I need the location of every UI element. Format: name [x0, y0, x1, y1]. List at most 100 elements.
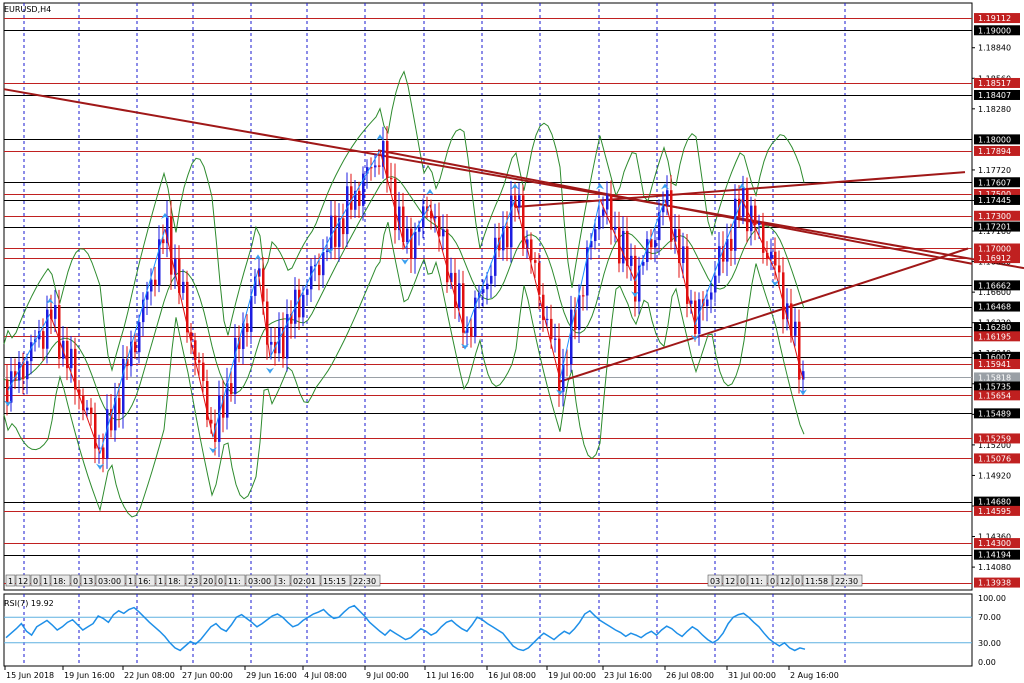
session-tag-box — [165, 574, 186, 587]
bear-candle — [574, 309, 577, 330]
chart-title: EURUSD,H4 — [4, 5, 51, 14]
session-tag-label: 12 — [725, 577, 735, 586]
zigzag-down-segment — [49, 313, 101, 454]
level-price-box — [974, 359, 1020, 370]
session-tag-box — [747, 574, 768, 587]
zigzag-up-segment — [634, 199, 666, 282]
price-axis: 1.188401.185601.182801.177201.174401.171… — [972, 13, 1020, 588]
main-frame — [3, 2, 973, 591]
bear-candle — [74, 348, 77, 390]
bear-candle — [394, 178, 397, 231]
bull-candle — [374, 165, 377, 168]
session-tag-label: 03 — [710, 577, 720, 586]
bear-candle — [22, 362, 25, 380]
time-label: 11 Jul 16:00 — [426, 671, 474, 680]
bull-candle — [258, 268, 261, 277]
bull-candle — [630, 255, 633, 266]
zigzag-down-segment — [774, 270, 804, 380]
level-price-label: 1.15489 — [978, 409, 1011, 418]
fractal-up-arrow — [661, 183, 669, 190]
bull-candle — [38, 331, 41, 340]
session-tag-box — [200, 574, 216, 587]
level-price-label: 1.16662 — [978, 281, 1011, 290]
bull-candle — [146, 291, 149, 300]
level-price-box — [974, 433, 1020, 444]
session-tag-label: 1 — [8, 577, 13, 586]
session-tag-label: 11:58 — [805, 577, 828, 586]
level-price-box — [974, 301, 1020, 312]
bear-candle — [730, 238, 733, 251]
rsi-level-label: 30.00 — [978, 639, 1001, 648]
bull-candle — [234, 337, 237, 395]
rsi-line — [5, 604, 806, 652]
fractal-down-arrow — [326, 247, 334, 254]
session-tag-label: 11: — [750, 577, 763, 586]
rsi-level-label: 70.00 — [978, 613, 1001, 622]
bull-candle — [418, 227, 421, 232]
session-tag-label: 0 — [73, 577, 78, 586]
bull-candle — [122, 358, 125, 414]
bear-candle — [170, 215, 173, 275]
rsi-level-label: 100.00 — [978, 594, 1006, 603]
fractal-down-arrow — [401, 258, 409, 265]
zigzag-down-segment — [429, 204, 466, 334]
bull-candle — [302, 294, 305, 318]
session-tag-box — [707, 574, 723, 587]
bull-candle — [46, 309, 49, 349]
bull-candle — [98, 447, 101, 449]
level-price-box — [974, 89, 1020, 100]
bull-candle — [706, 299, 709, 306]
level-price-box — [974, 351, 1020, 362]
bull-candle — [598, 215, 601, 230]
bull-candle — [86, 407, 89, 411]
bull-candle — [642, 262, 645, 266]
session-tag-box — [792, 574, 803, 587]
session-tag-box — [275, 574, 291, 587]
axis-tick-label: 1.14920 — [978, 471, 1011, 480]
level-price-box — [974, 390, 1020, 401]
fractal-down-arrow — [266, 367, 274, 374]
level-price-label: 1.17300 — [978, 212, 1011, 221]
bull-candle — [114, 398, 117, 431]
bear-candle — [782, 272, 785, 320]
bull-candle — [518, 195, 521, 208]
level-price-label: 1.16468 — [978, 303, 1011, 312]
bb-lower — [3, 222, 805, 518]
bull-candle — [662, 205, 665, 213]
bear-candle — [390, 178, 393, 180]
bear-candle — [118, 398, 121, 414]
level-price-label: 1.16007 — [978, 353, 1011, 362]
level-price-label: 1.17607 — [978, 178, 1011, 187]
bull-candle — [226, 383, 229, 418]
bear-candle — [126, 358, 129, 367]
axis-tick-label: 1.18840 — [978, 44, 1011, 53]
session-tag-box — [320, 574, 351, 587]
session-tag-label: 18: — [53, 577, 66, 586]
session-tag-box — [185, 574, 201, 587]
zigzag-down-segment — [379, 150, 406, 249]
bear-candle — [762, 222, 765, 253]
level-price-box — [974, 577, 1020, 588]
bull-candle — [458, 283, 461, 308]
bear-candle — [778, 265, 781, 273]
session-tag-label: 02:01 — [293, 577, 316, 586]
bear-candle — [538, 262, 541, 295]
trend-lines[interactable] — [3, 88, 1024, 383]
bull-candle — [562, 364, 565, 392]
level-price-label: 1.17894 — [978, 147, 1011, 156]
level-price-box — [974, 194, 1020, 205]
level-price-box — [974, 177, 1020, 188]
zigzag-up-segment — [694, 199, 743, 326]
time-label: 2 Aug 16:00 — [790, 671, 839, 680]
fractal-up-arrow — [254, 254, 262, 261]
zigzag-up-segment — [269, 237, 331, 358]
axis-tick-label: 1.18280 — [978, 105, 1011, 114]
level-price-label: 1.15076 — [978, 454, 1011, 463]
bear-candle — [342, 218, 345, 235]
level-price-box — [974, 322, 1020, 333]
level-price-label: 1.17201 — [978, 223, 1011, 232]
fractal-down-arrow — [461, 343, 469, 350]
bull-candle — [714, 275, 717, 293]
bull-candle — [578, 295, 581, 330]
